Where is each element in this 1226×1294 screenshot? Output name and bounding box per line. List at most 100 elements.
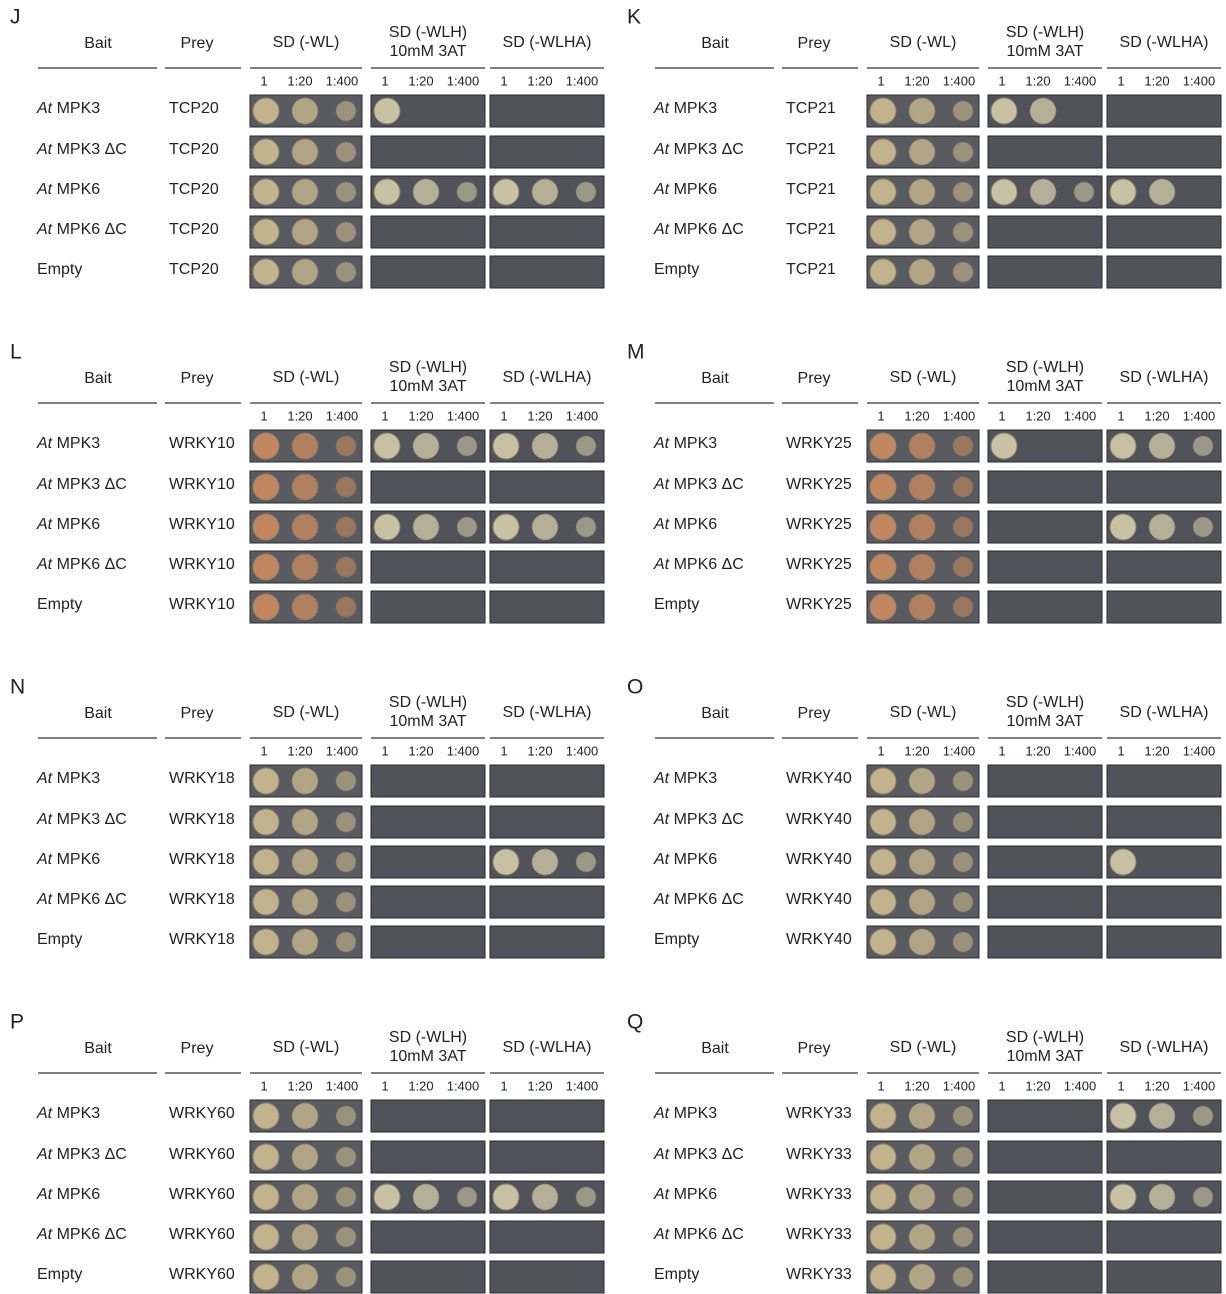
colony-spot xyxy=(953,812,973,832)
prey-header: Prey xyxy=(798,35,831,52)
dilution-label: 1:20 xyxy=(527,1078,552,1093)
plate-image xyxy=(490,1221,604,1253)
bait-species: At xyxy=(653,181,670,198)
bait-name: At MPK3 xyxy=(653,1105,717,1122)
prey-name: WRKY60 xyxy=(169,1186,235,1203)
colony-spot xyxy=(1149,1103,1175,1129)
plate-image xyxy=(988,1141,1102,1173)
dilution-label: 1:400 xyxy=(1064,1078,1097,1093)
bait-species: At xyxy=(653,1186,670,1203)
bait-name: At MPK6 xyxy=(36,1186,100,1203)
colony-spot xyxy=(870,139,896,165)
dilution-label: 1:400 xyxy=(1064,73,1097,88)
bait-gene: MPK3 ΔC xyxy=(674,811,744,828)
colony-spot xyxy=(493,514,519,540)
dilution-label: 1 xyxy=(381,73,388,88)
prey-name: TCP20 xyxy=(169,141,219,158)
colony-spot xyxy=(953,932,973,952)
colony-spot xyxy=(253,889,279,915)
colony-spot xyxy=(870,179,896,205)
bait-name: At MPK6 xyxy=(653,1186,717,1203)
colony-spot xyxy=(292,1103,318,1129)
colony-spot xyxy=(870,809,896,835)
plate-header: SD (-WL) xyxy=(273,704,340,721)
colony-spot xyxy=(336,892,356,912)
prey-name: TCP20 xyxy=(169,100,219,117)
colony-spot xyxy=(253,768,279,794)
colony-spot xyxy=(953,1227,973,1247)
colony-spot xyxy=(493,433,519,459)
colony-spot xyxy=(870,1103,896,1129)
plate-header: SD (-WLH) xyxy=(1006,359,1084,376)
colony-spot xyxy=(909,1264,935,1290)
plate-header: SD (-WLH) xyxy=(389,694,467,711)
bait-species: At xyxy=(653,891,670,908)
prey-header: Prey xyxy=(181,370,214,387)
colony-spot xyxy=(292,594,318,620)
bait-gene: MPK3 xyxy=(57,1105,101,1122)
dilution-label: 1 xyxy=(500,743,507,758)
dilution-label: 1 xyxy=(381,1078,388,1093)
bait-gene: Empty xyxy=(37,596,82,613)
colony-spot xyxy=(457,1187,477,1207)
colony-spot xyxy=(870,98,896,124)
plate-image xyxy=(371,1141,485,1173)
prey-name: WRKY60 xyxy=(169,1226,235,1243)
colony-spot xyxy=(336,182,356,202)
colony-spot xyxy=(374,179,400,205)
bait-name: At MPK6 xyxy=(653,181,717,198)
colony-spot xyxy=(336,1106,356,1126)
prey-name: WRKY40 xyxy=(786,891,852,908)
colony-spot xyxy=(292,219,318,245)
bait-gene: MPK6 xyxy=(57,516,101,533)
bait-name: At MPK6 ΔC xyxy=(36,221,127,238)
plate-image xyxy=(1107,216,1221,248)
bait-header: Bait xyxy=(701,705,729,722)
colony-spot xyxy=(253,1144,279,1170)
bait-species: At xyxy=(653,1105,670,1122)
plate-header: SD (-WLH) xyxy=(1006,694,1084,711)
prey-name: WRKY10 xyxy=(169,556,235,573)
colony-spot xyxy=(953,182,973,202)
bait-name: At MPK3 ΔC xyxy=(36,476,127,493)
colony-spot xyxy=(1110,1103,1136,1129)
bait-species: At xyxy=(36,811,53,828)
plate-header: SD (-WL) xyxy=(890,1039,957,1056)
colony-spot xyxy=(909,139,935,165)
colony-spot xyxy=(336,597,356,617)
bait-species: At xyxy=(653,221,670,238)
dilution-label: 1:20 xyxy=(1144,1078,1169,1093)
colony-spot xyxy=(253,1184,279,1210)
colony-spot xyxy=(1193,1187,1213,1207)
plate-header: SD (-WLHA) xyxy=(503,704,592,721)
dilution-label: 1 xyxy=(877,73,884,88)
plate-header: SD (-WLH) xyxy=(1006,24,1084,41)
colony-spot xyxy=(292,889,318,915)
colony-spot xyxy=(336,932,356,952)
colony-spot xyxy=(1110,514,1136,540)
plate-image xyxy=(490,765,604,797)
colony-spot xyxy=(457,436,477,456)
colony-spot xyxy=(909,809,935,835)
plate-image xyxy=(988,1181,1102,1213)
colony-spot xyxy=(413,179,439,205)
colony-spot xyxy=(253,929,279,955)
colony-spot xyxy=(909,929,935,955)
dilution-label: 1 xyxy=(500,1078,507,1093)
colony-spot xyxy=(953,771,973,791)
dilution-label: 1 xyxy=(260,743,267,758)
plate-header: 10mM 3AT xyxy=(1006,713,1083,730)
dilution-label: 1 xyxy=(260,408,267,423)
prey-name: TCP21 xyxy=(786,100,836,117)
colony-spot xyxy=(870,929,896,955)
colony-spot xyxy=(1193,436,1213,456)
bait-gene: MPK3 ΔC xyxy=(57,811,127,828)
colony-spot xyxy=(336,1187,356,1207)
plate-image xyxy=(988,846,1102,878)
colony-spot xyxy=(532,1184,558,1210)
bait-species: At xyxy=(36,476,53,493)
plate-header: SD (-WLH) xyxy=(1006,1029,1084,1046)
plate-image xyxy=(1107,551,1221,583)
